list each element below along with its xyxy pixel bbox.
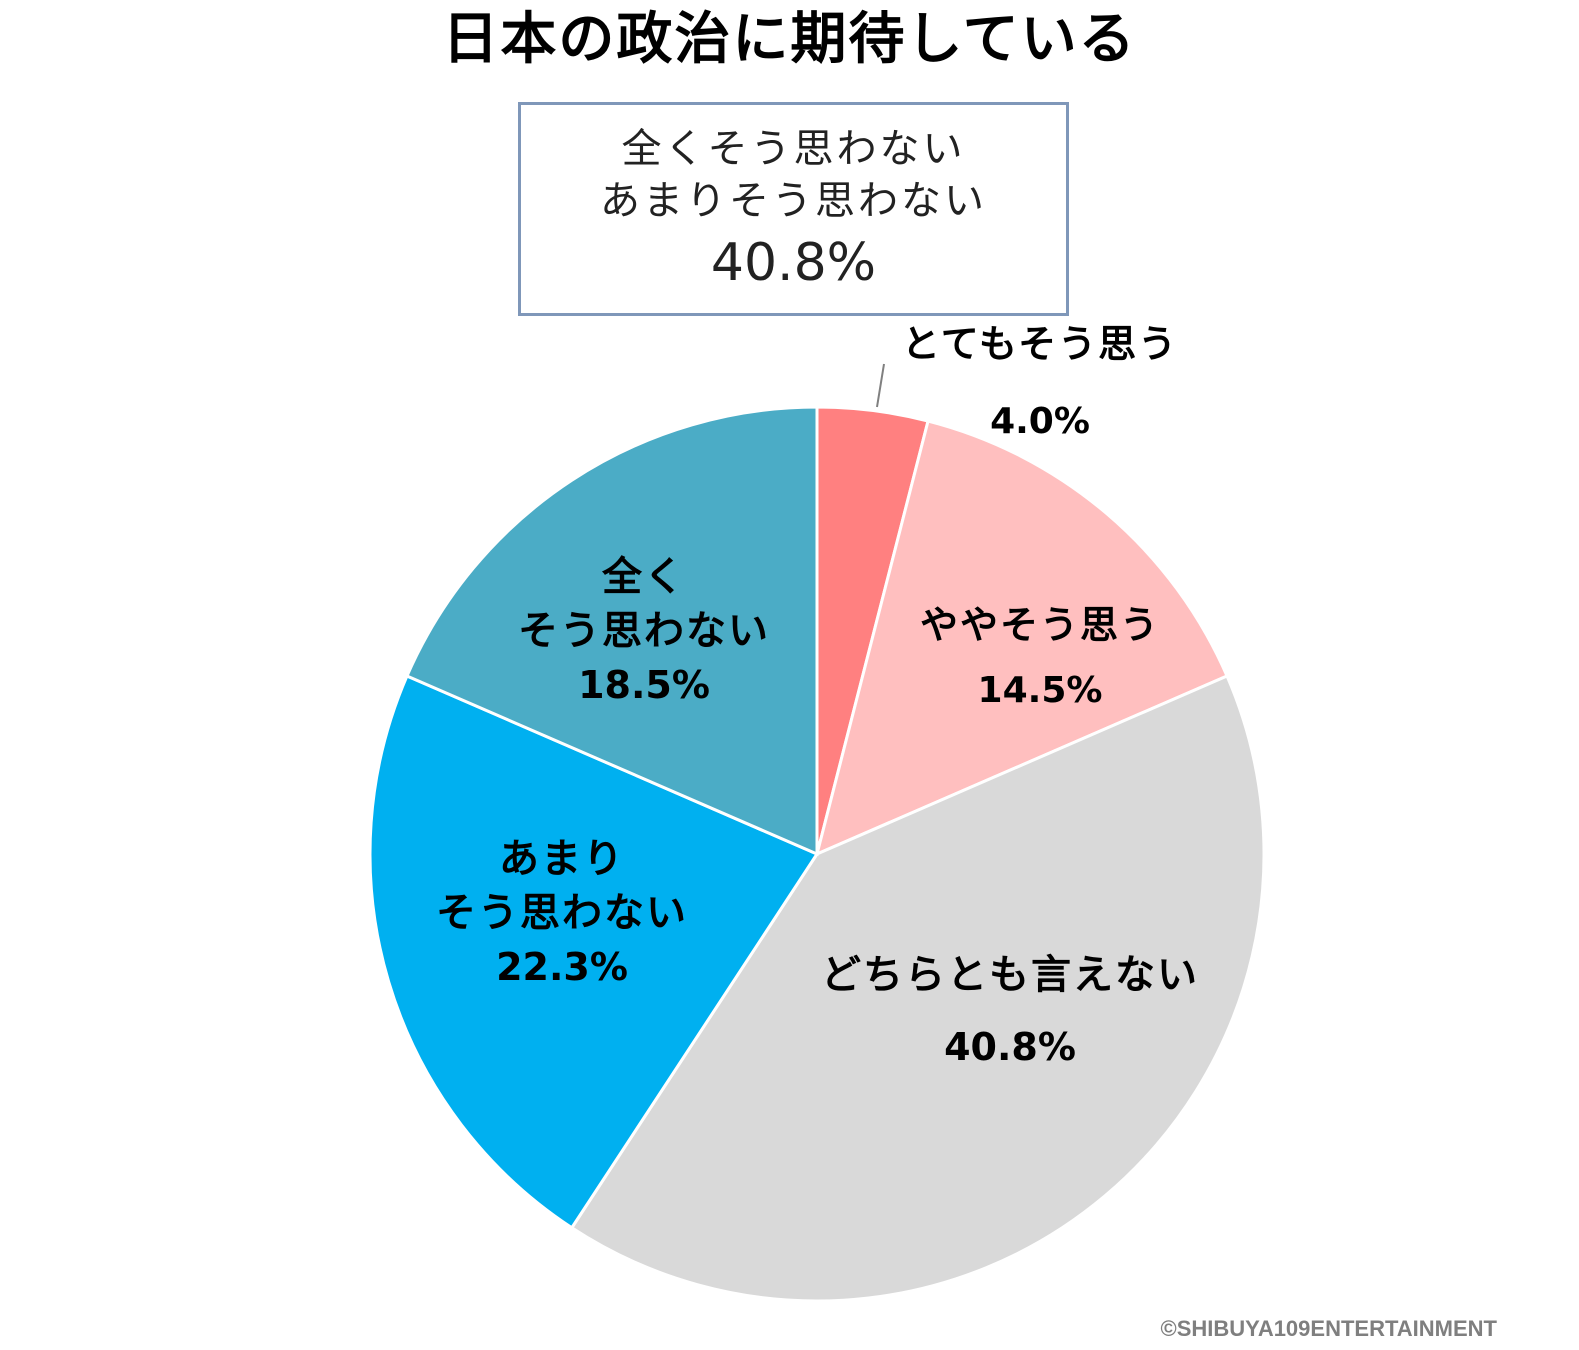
callout-line-1: 全くそう思わない (621, 126, 966, 172)
copyright-text: ©SHIBUYA109ENTERTAINMENT (1160, 1316, 1498, 1341)
slice-value-2: 14.5% (978, 670, 1103, 711)
slice-label-3-line-1: どちらとも言えない (821, 952, 1199, 998)
slice-value-3: 40.8% (944, 1025, 1076, 1069)
callout-value: 40.8% (710, 233, 877, 293)
slice-value-1: 4.0% (990, 401, 1090, 442)
slice-label-5-line-1: 全く (601, 554, 686, 600)
leader-line (876, 363, 885, 408)
callout-box: 全くそう思わない あまりそう思わない 40.8% (518, 102, 1069, 316)
slice-value-4: 22.3% (496, 945, 628, 989)
slice-label-5-line-2: そう思わない (518, 608, 770, 654)
pie-labels: とてもそう思う4.0%ややそう思う14.5%どちらとも言えない40.8%あまりそ… (436, 322, 1199, 1069)
slice-label-2-line-1: ややそう思う (920, 603, 1160, 647)
pie-slice-2 (814, 419, 1230, 857)
pie-slices (368, 405, 1266, 1303)
slice-value-5: 18.5% (578, 663, 710, 707)
pie-slice-5 (404, 405, 819, 857)
slice-label-4-line-1: あまり (499, 836, 625, 882)
pie-slice-4 (368, 674, 820, 1230)
slice-label-4-line-2: そう思わない (436, 890, 688, 936)
callout-line-2: あまりそう思わない (600, 178, 987, 224)
slice-label-1-line-1: とてもそう思う (902, 322, 1178, 366)
chart-title: 日本の政治に期待している (442, 7, 1137, 72)
pie-slice-3 (569, 674, 1266, 1303)
